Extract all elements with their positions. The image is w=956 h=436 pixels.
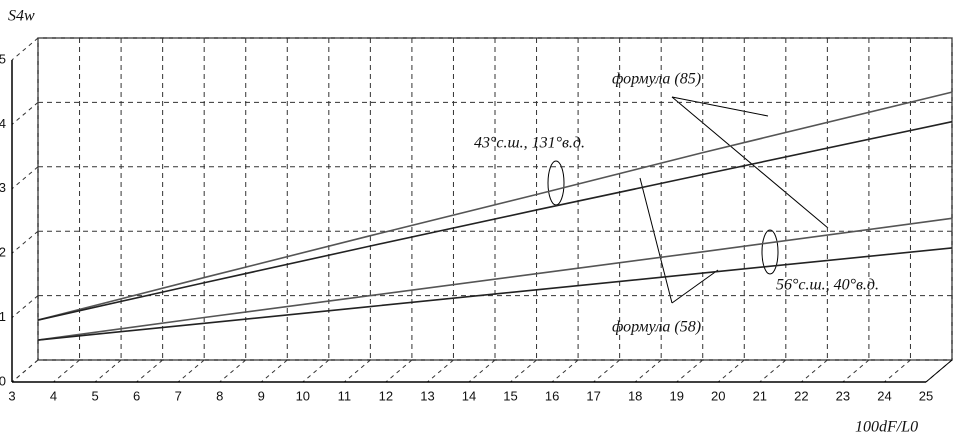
x-tick-label: 24	[877, 388, 891, 403]
wall-grid-line	[11, 166, 39, 190]
floor-grid-line	[302, 359, 330, 383]
floor-grid-line	[260, 359, 288, 383]
floor-grid-line	[759, 359, 787, 383]
wall-grid-line	[11, 102, 39, 125]
x-tick-label: 4	[50, 388, 57, 403]
y-tick-label: 5	[0, 51, 6, 66]
x-tick-label: 18	[628, 388, 642, 403]
x-tick-label: 5	[91, 388, 98, 403]
annotation: 56°с.ш., 40°в.д.	[776, 277, 879, 294]
x-tick-label: 16	[545, 388, 559, 403]
x-tick-label: 20	[711, 388, 725, 403]
line	[37, 247, 953, 341]
x-tick-label: 13	[420, 388, 434, 403]
wall-grid-line	[11, 359, 39, 383]
x-tick-label: 3	[8, 388, 15, 403]
x-tick-label: 8	[216, 388, 223, 403]
annotation: формула (85)	[612, 71, 701, 88]
floor-grid-line	[344, 359, 371, 383]
floor-grid-line	[177, 359, 205, 383]
x-tick-label: 19	[669, 388, 683, 403]
line	[37, 217, 953, 341]
x-tick-label: 17	[586, 388, 600, 403]
x-tick-label: 7	[175, 388, 182, 403]
x-tick-label: 21	[753, 388, 767, 403]
floor-grid-line	[385, 359, 413, 383]
floor-grid-line	[94, 359, 122, 383]
floor-grid-line	[468, 359, 496, 383]
floor-grid-line	[842, 359, 870, 383]
floor-grid-line	[676, 359, 704, 383]
floor-grid-line	[551, 359, 579, 383]
x-tick-label: 10	[296, 388, 310, 403]
floor-grid-line	[219, 359, 247, 383]
x-axis-label: 100dF/L0	[855, 419, 918, 436]
x-tick-label: 6	[133, 388, 140, 403]
x-tick-label: 22	[794, 388, 808, 403]
annotation-arrows	[547, 96, 829, 304]
y-tick-label: 2	[0, 245, 6, 260]
floor-grid-line	[884, 359, 911, 383]
wall-grid-line	[11, 37, 39, 61]
axis-edge	[925, 359, 953, 383]
y-tick-label: 1	[0, 309, 6, 324]
wall-grid-line	[11, 230, 39, 254]
floor-grid-line	[136, 359, 163, 383]
y-tick-label: 0	[0, 373, 6, 388]
wall-grid-line	[11, 295, 39, 318]
y-axis-label: S4w	[8, 8, 35, 25]
y-tick-label: 3	[0, 180, 6, 195]
x-tick-label: 15	[503, 388, 517, 403]
line	[37, 91, 953, 321]
floor-grid-line	[634, 359, 662, 383]
annotation: формула (58)	[612, 319, 701, 336]
floor-grid-line	[510, 359, 537, 383]
line	[37, 120, 953, 321]
floor-grid-line	[801, 359, 828, 383]
floor-grid-line	[53, 359, 80, 383]
y-tick-label: 4	[0, 116, 6, 131]
x-tick-label: 9	[258, 388, 265, 403]
x-tick-label: 12	[379, 388, 393, 403]
x-tick-label: 23	[836, 388, 850, 403]
floor-grid-line	[427, 359, 454, 383]
x-tick-label: 11	[338, 388, 352, 403]
x-tick-label: 14	[462, 388, 476, 403]
floor-grid-line	[717, 359, 745, 383]
x-tick-label: 25	[919, 388, 933, 403]
floor-grid-line	[593, 359, 620, 383]
annotation: 43°с.ш., 131°в.д.	[474, 135, 585, 152]
